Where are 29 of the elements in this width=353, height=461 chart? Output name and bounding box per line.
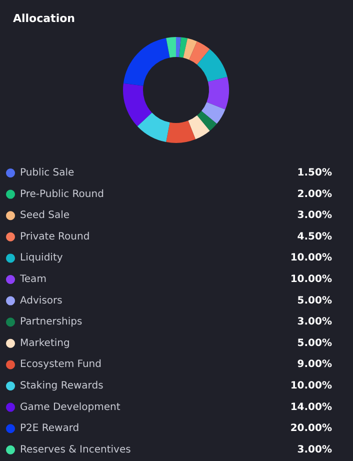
legend-label: Liquidity [20, 252, 63, 264]
data-label: 4.50% [297, 231, 332, 242]
legend-label: Partnerships [20, 316, 82, 328]
legend-label: Pre-Public Round [20, 188, 104, 200]
data-label: 10.00% [290, 252, 332, 264]
data-label: 10.00% [290, 380, 332, 392]
data-label: 1.50% [297, 168, 332, 178]
legend-label: Team [19, 274, 46, 285]
legend-label: Marketing [20, 338, 70, 349]
legend-label: Staking Rewards [20, 380, 104, 392]
chart-title: Allocation [13, 12, 75, 25]
data-label: 14.00% [290, 402, 332, 413]
legend-label: Reserves & Incentives [20, 444, 131, 456]
data-label: 10.00% [290, 274, 332, 285]
data-label: 5.00% [297, 338, 332, 349]
legend-label: Game Development [20, 402, 120, 413]
data-label: 3.00% [297, 210, 332, 222]
legend-label: Advisors [20, 295, 62, 306]
data-label: 5.00% [297, 295, 332, 306]
data-label: 3.00% [297, 316, 332, 328]
data-label: 9.00% [297, 359, 332, 370]
legend-label: Seed Sale [20, 210, 70, 222]
legend-label: P2E Reward [20, 423, 80, 434]
data-label: 2.00% [297, 188, 332, 200]
data-label: 3.00% [297, 444, 332, 456]
data-label: 20.00% [290, 423, 332, 434]
legend-label: Private Round [20, 231, 90, 242]
legend-label: Ecosystem Fund [20, 359, 102, 370]
legend-label: Public Sale [20, 168, 74, 178]
